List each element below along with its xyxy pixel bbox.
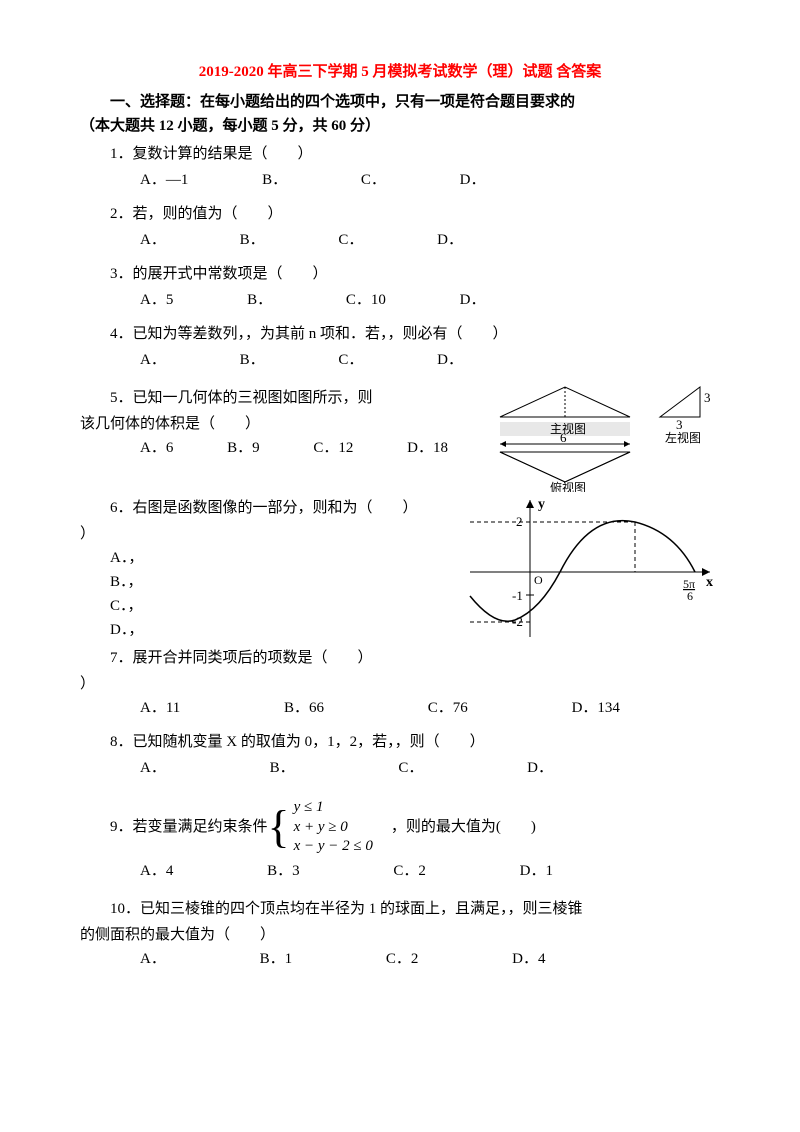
base-length-label: 6	[560, 430, 567, 445]
q7-opt-c: C．76	[398, 696, 468, 720]
q9-stem: 9．若变量满足约束条件 { y ≤ 1 x + y ≥ 0 x − y − 2 …	[80, 798, 720, 857]
q2-opt-c: C．	[308, 228, 363, 252]
q1-opt-d: D．	[430, 168, 486, 192]
y-tick-m1: -1	[512, 588, 523, 603]
q8-options: A． B． C． D．	[80, 756, 720, 780]
q10-stem-2: 的侧面积的最大值为（ ）	[80, 923, 720, 947]
q5-opt-c: C．12	[283, 436, 353, 460]
q1-opt-c: C．	[331, 168, 386, 192]
q4-opt-d: D．	[407, 348, 463, 372]
q1-options: A．—1 B． C． D．	[80, 168, 720, 192]
q6-stem: 6．右图是函数图像的一部分，则和为（ ）	[80, 496, 460, 520]
q7-stem: 7．展开合并同类项后的项数是（ ）	[80, 646, 460, 670]
y-axis-label: y	[538, 497, 545, 512]
q10-opt-d: D．4	[482, 947, 545, 971]
q8-opt-d: D．	[497, 756, 553, 780]
q2-stem: 2．若，则的值为（ ）	[80, 202, 720, 226]
q9-opt-b: B．3	[237, 859, 300, 883]
q3-opt-b: B．	[217, 288, 272, 312]
x-tick-den: 6	[687, 589, 693, 603]
q4-options: A． B． C． D．	[80, 348, 720, 372]
q4-opt-c: C．	[308, 348, 363, 372]
height-label: 3	[704, 390, 711, 405]
q4-opt-b: B．	[210, 348, 265, 372]
q9-c3: x − y − 2 ≤ 0	[294, 837, 373, 857]
q2-opt-b: B．	[210, 228, 265, 252]
q9-c1: y ≤ 1	[294, 798, 373, 818]
left-view-label: 左视图	[665, 430, 701, 445]
q5-options: A．6 B．9 C．12 D．18	[80, 436, 490, 460]
q6-opt-b: B．，	[80, 570, 460, 594]
q3-opt-d: D．	[430, 288, 486, 312]
q8-stem: 8．已知随机变量 X 的取值为 0，1，2，若，，则（ ）	[80, 730, 720, 754]
q3-opt-c: C．10	[316, 288, 386, 312]
q5-stem-1: 5．已知一几何体的三视图如图所示，则	[80, 386, 490, 410]
q7-opt-d: D．134	[542, 696, 620, 720]
q9-opt-a: A．4	[110, 859, 173, 883]
page-title: 2019-2020 年高三下学期 5 月模拟考试数学（理）试题 含答案	[80, 60, 720, 84]
q1-opt-a: A．—1	[110, 168, 188, 192]
q8-opt-b: B．	[240, 756, 295, 780]
q2-opt-d: D．	[407, 228, 463, 252]
sine-graph-figure: y x O 2 -1 -2 5π 6	[460, 492, 720, 642]
x-axis-label: x	[706, 575, 713, 590]
q9-opt-d: D．1	[490, 859, 553, 883]
q1-stem: 1．复数计算的结果是（ ）	[80, 142, 720, 166]
top-view-label: 俯视图	[550, 480, 586, 492]
front-view-label: 主视图	[550, 421, 586, 436]
q10-opt-a: A．	[110, 947, 166, 971]
q8-opt-a: A．	[110, 756, 166, 780]
y-tick-2: 2	[516, 514, 523, 529]
q9-c2: x + y ≥ 0	[294, 818, 373, 838]
q9-constraints: { y ≤ 1 x + y ≥ 0 x − y − 2 ≤ 0	[268, 798, 373, 857]
origin-label: O	[534, 573, 543, 587]
q5-opt-a: A．6	[110, 436, 173, 460]
q2-opt-a: A．	[110, 228, 166, 252]
q10-opt-b: B．1	[230, 947, 293, 971]
q5-stem-2: 该几何体的体积是（ ）	[80, 412, 490, 436]
q7-options: A．11 B．66 C．76 D．134	[80, 696, 720, 720]
q2-options: A． B． C． D．	[80, 228, 720, 252]
q9-pre: 9．若变量满足约束条件	[110, 815, 268, 839]
q3-stem: 3．的展开式中常数项是（ ）	[80, 262, 720, 286]
title-text: 2019-2020 年高三下学期 5 月模拟考试数学（理）试题 含答案	[199, 64, 602, 80]
q7-opt-b: B．66	[254, 696, 324, 720]
q10-options: A． B．1 C．2 D．4	[80, 947, 720, 971]
q10-stem-1: 10．已知三棱锥的四个顶点均在半径为 1 的球面上，且满足，，则三棱锥	[80, 897, 720, 921]
q1-opt-b: B．	[232, 168, 287, 192]
q5-opt-d: D．18	[377, 436, 448, 460]
q10-opt-c: C．2	[356, 947, 419, 971]
q3-opt-a: A．5	[110, 288, 173, 312]
q6-opt-c: C．，	[80, 594, 460, 618]
brace-icon: {	[268, 804, 290, 850]
q4-opt-a: A．	[110, 348, 166, 372]
q9-opt-c: C．2	[363, 859, 426, 883]
q6-opt-a: A．，	[80, 546, 460, 570]
three-view-figure: 主视图 6 俯视图 3 3 左视图	[490, 382, 720, 492]
q9-options: A．4 B．3 C．2 D．1	[80, 859, 720, 883]
section-heading-2: （本大题共 12 小题，每小题 5 分，共 60 分）	[80, 114, 720, 138]
q3-options: A．5 B． C．10 D．	[80, 288, 720, 312]
q8-opt-c: C．	[368, 756, 423, 780]
q9-post: ，则的最大值为( )	[391, 815, 536, 839]
q6-opt-d: D．，	[80, 618, 460, 642]
q5-opt-b: B．9	[197, 436, 260, 460]
section-heading-1: 一、选择题：在每小题给出的四个选项中，只有一项是符合题目要求的	[80, 90, 720, 114]
side-label: 3	[676, 417, 683, 432]
q7-opt-a: A．11	[110, 696, 180, 720]
q4-stem: 4．已知为等差数列，，为其前 n 项和．若，，则必有（ ）	[80, 322, 720, 346]
